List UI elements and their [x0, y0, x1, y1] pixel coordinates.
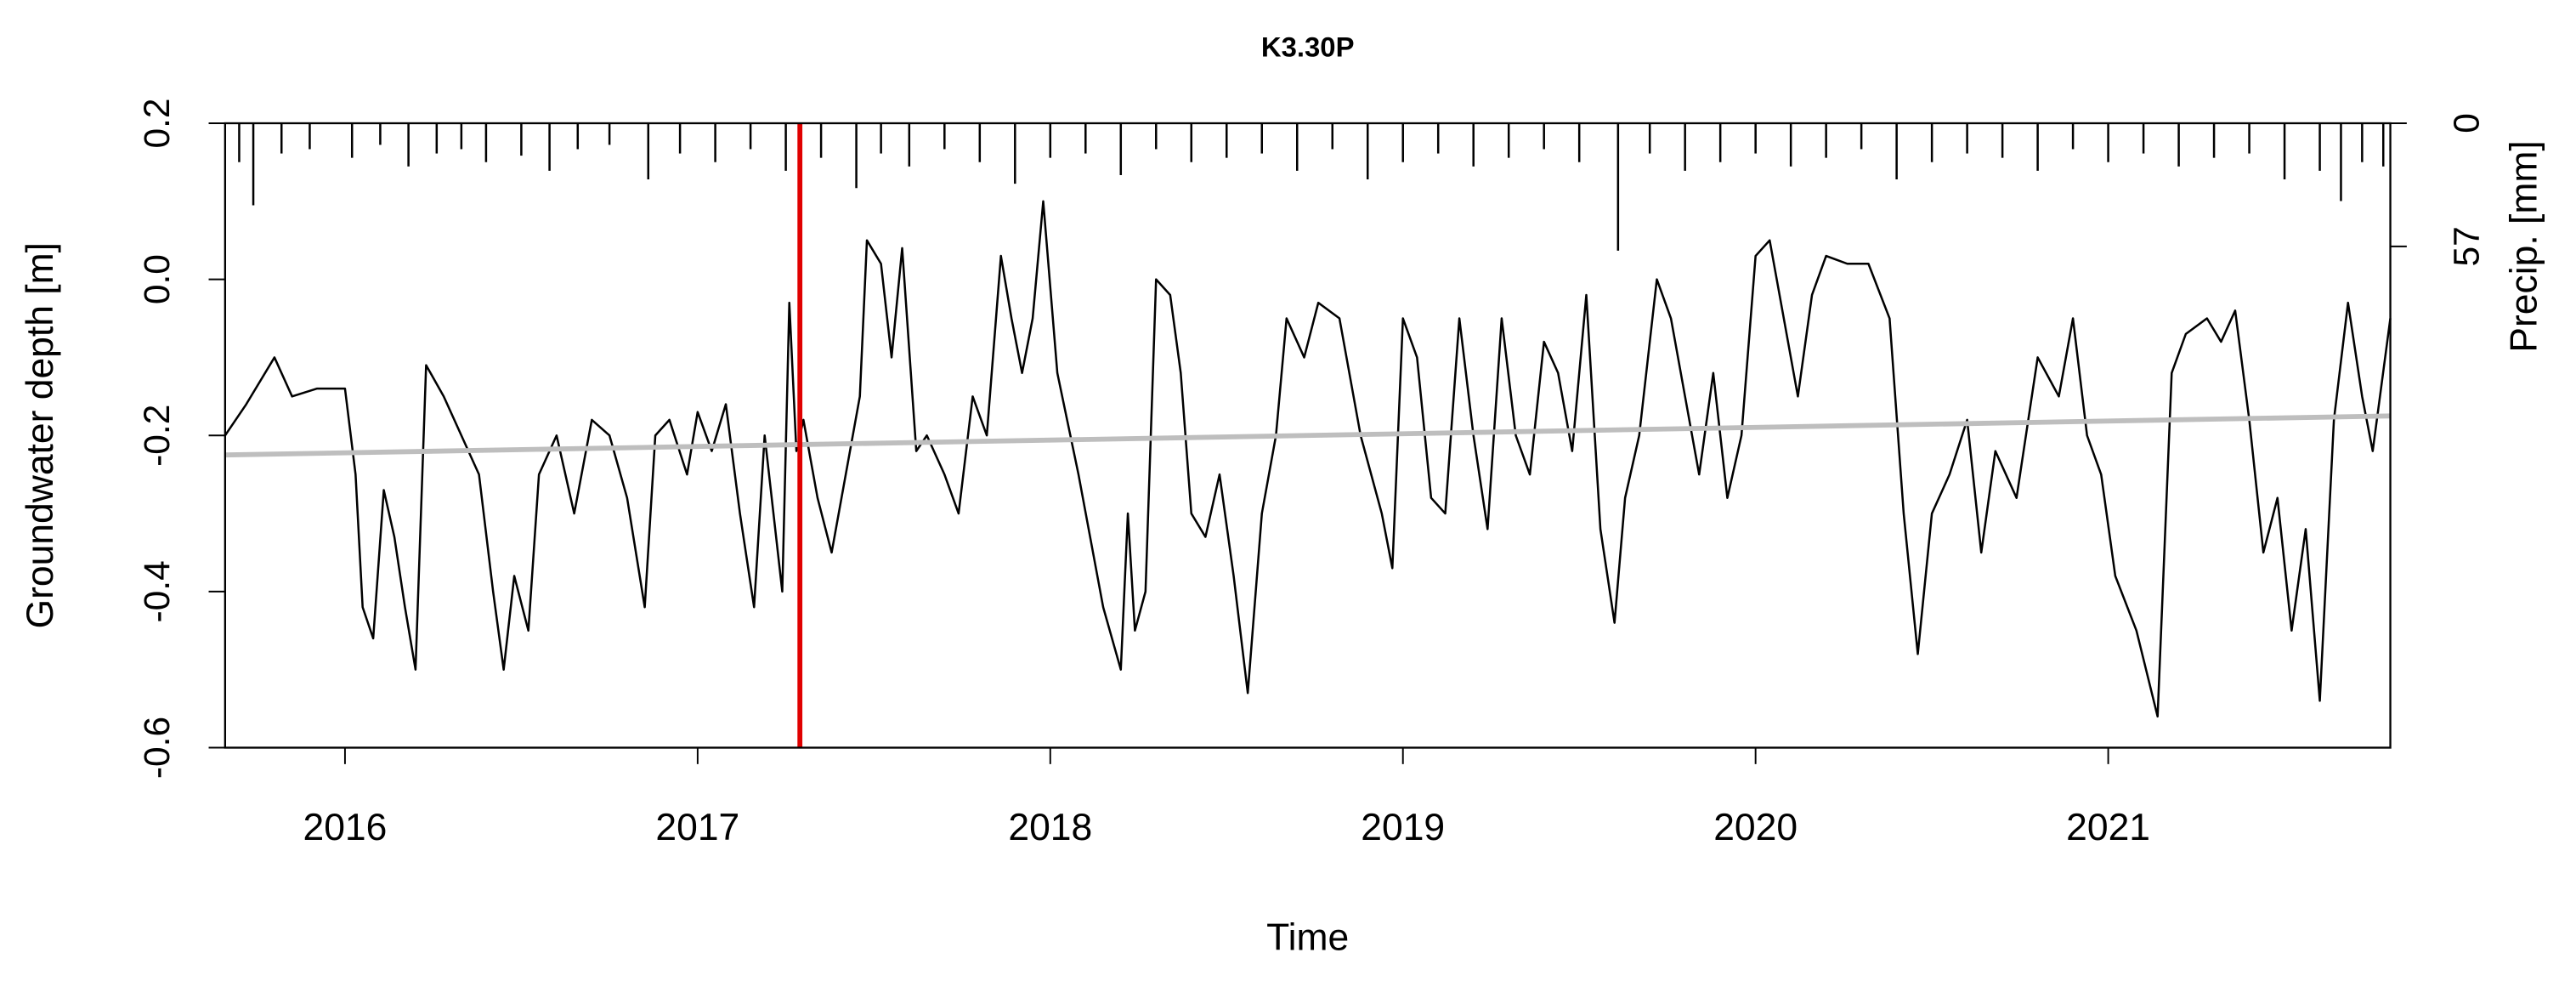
x-axis-label: Time — [1266, 916, 1349, 958]
x-tick-label: 2020 — [1713, 807, 1798, 848]
x-tick-label: 2021 — [2066, 807, 2150, 848]
x-tick-label: 2017 — [655, 807, 739, 848]
x-tick-label: 2018 — [1008, 807, 1092, 848]
x-tick-label: 2019 — [1361, 807, 1445, 848]
y-tick-label: -0.4 — [138, 560, 178, 622]
y-tick-label: -0.6 — [138, 717, 178, 779]
chart-title: K3.30P — [1261, 31, 1355, 63]
x-tick-label: 2016 — [303, 807, 387, 848]
y-tick-label: -0.2 — [138, 405, 178, 467]
y-tick-label: 0.0 — [138, 254, 178, 304]
series-line — [224, 200, 2392, 718]
y-axis-label: Groundwater depth [m] — [20, 242, 61, 629]
plot-frame — [224, 122, 2392, 749]
y2-tick-label: 0 — [2448, 113, 2488, 133]
y2-tick-label: 57 — [2448, 226, 2488, 266]
y-tick-label: 0.2 — [138, 98, 178, 148]
series-line — [224, 413, 2391, 458]
y2-axis-label: Precip. [mm] — [2504, 140, 2545, 352]
